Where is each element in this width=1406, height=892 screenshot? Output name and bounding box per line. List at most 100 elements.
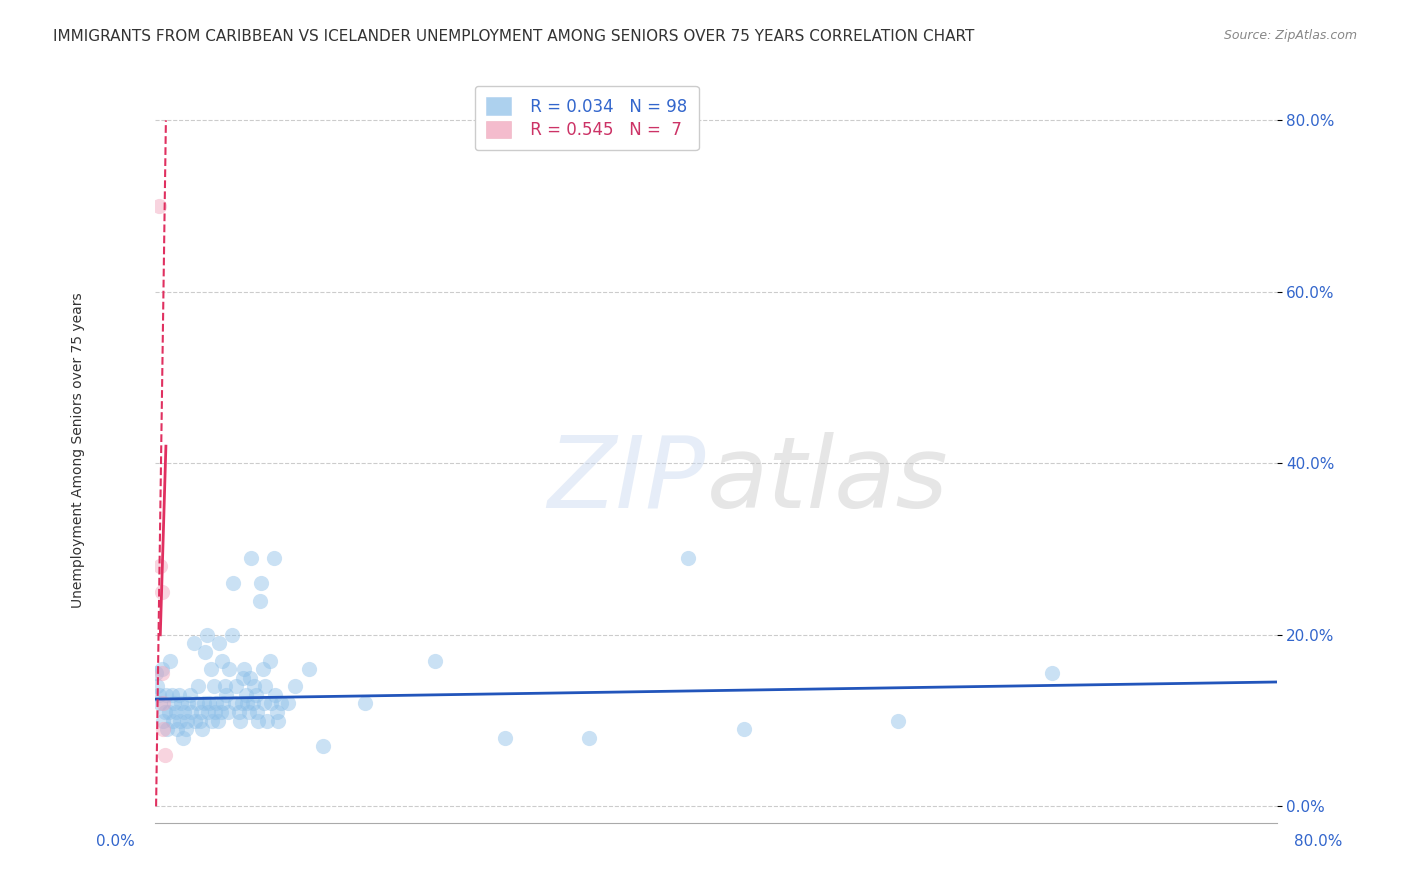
Point (221, 628, 243, 642)
Point (252, 662, 274, 676)
Point (208, 636, 231, 650)
Point (152, 722, 174, 736)
Point (256, 714, 278, 728)
Point (184, 714, 207, 728)
Point (152, 714, 174, 728)
Point (235, 688, 257, 702)
Point (150, 662, 173, 676)
Point (247, 714, 270, 728)
Point (160, 688, 183, 702)
Point (214, 679, 236, 693)
Point (195, 628, 218, 642)
Legend:  R = 0.034   N = 98,  R = 0.545   N =  7: R = 0.034 N = 98, R = 0.545 N = 7 (475, 86, 699, 151)
Point (191, 722, 214, 736)
Point (211, 654, 233, 668)
Point (578, 731, 600, 745)
Point (260, 697, 283, 711)
Point (733, 722, 755, 736)
Point (187, 679, 209, 693)
Point (266, 705, 288, 719)
Point (188, 714, 211, 728)
Point (167, 688, 190, 702)
Point (218, 662, 240, 676)
Text: IMMIGRANTS FROM CARIBBEAN VS ICELANDER UNEMPLOYMENT AMONG SENIORS OVER 75 YEARS : IMMIGRANTS FROM CARIBBEAN VS ICELANDER U… (53, 29, 974, 44)
Point (201, 714, 224, 728)
Point (243, 679, 266, 693)
Point (264, 688, 287, 702)
Point (170, 697, 193, 711)
Point (253, 697, 276, 711)
Point (1040, 666, 1063, 681)
Point (232, 671, 254, 685)
Point (163, 697, 186, 711)
Point (159, 654, 181, 668)
Point (225, 679, 247, 693)
Point (231, 697, 253, 711)
Point (150, 585, 173, 599)
Point (676, 550, 699, 565)
Point (238, 705, 260, 719)
Point (183, 636, 205, 650)
Point (156, 722, 179, 736)
Point (145, 666, 167, 681)
Point (250, 576, 273, 591)
Point (207, 714, 229, 728)
Point (152, 697, 174, 711)
Point (423, 654, 446, 668)
Point (209, 705, 232, 719)
Point (212, 697, 235, 711)
Point (267, 714, 290, 728)
Point (153, 747, 176, 762)
Point (166, 722, 188, 736)
Point (194, 645, 217, 659)
Point (215, 688, 238, 702)
Point (157, 705, 180, 719)
Point (354, 697, 377, 711)
Point (284, 679, 307, 693)
Point (246, 705, 269, 719)
Point (222, 576, 245, 591)
Point (153, 705, 176, 719)
Text: Source: ZipAtlas.com: Source: ZipAtlas.com (1223, 29, 1357, 42)
Point (204, 705, 226, 719)
Point (172, 731, 194, 745)
Point (177, 697, 200, 711)
Point (179, 688, 201, 702)
Point (229, 714, 252, 728)
Point (148, 688, 170, 702)
Text: atlas: atlas (707, 432, 949, 529)
Point (205, 697, 228, 711)
Point (149, 697, 172, 711)
Point (259, 654, 281, 668)
Point (270, 697, 292, 711)
Point (239, 671, 262, 685)
Text: 80.0%: 80.0% (1295, 834, 1343, 848)
Point (217, 705, 239, 719)
Point (174, 722, 197, 736)
Point (186, 697, 208, 711)
Point (149, 559, 172, 574)
Text: ZIP: ZIP (547, 432, 704, 529)
Point (233, 662, 256, 676)
Point (148, 199, 170, 213)
Point (245, 688, 267, 702)
Point (263, 550, 285, 565)
Point (240, 550, 263, 565)
Point (254, 679, 277, 693)
Point (176, 714, 198, 728)
Point (198, 697, 221, 711)
Point (155, 688, 177, 702)
Point (236, 697, 259, 711)
Y-axis label: Unemployment Among Seniors over 75 years: Unemployment Among Seniors over 75 years (72, 293, 86, 608)
Point (202, 679, 225, 693)
Point (146, 679, 169, 693)
Point (312, 739, 335, 754)
Point (173, 705, 195, 719)
Point (150, 666, 173, 681)
Point (277, 697, 299, 711)
Point (228, 705, 250, 719)
Point (180, 705, 202, 719)
Point (193, 697, 215, 711)
Point (298, 662, 321, 676)
Point (494, 731, 516, 745)
